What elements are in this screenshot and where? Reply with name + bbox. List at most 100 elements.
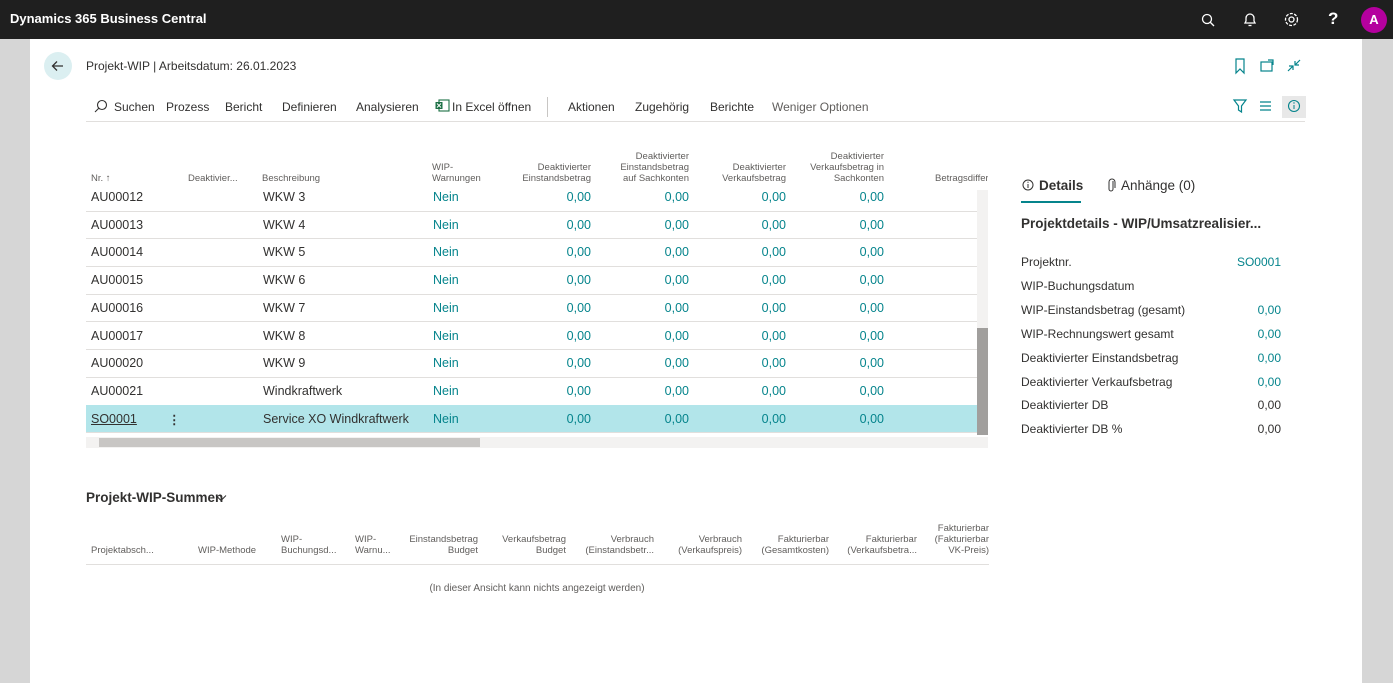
column-header[interactable]: Deaktivierter Einstandsbetrag auf Sachko… xyxy=(620,151,689,184)
column-header[interactable]: Deaktivierter Verkaufsbetrag xyxy=(722,162,786,184)
notification-icon[interactable] xyxy=(1242,11,1258,28)
wip-warning: Nein xyxy=(433,245,459,260)
table-row[interactable]: AU00014 WKW 5 Nein 0,00 0,00 0,00 0,00 xyxy=(86,238,977,268)
column-header[interactable]: Verbrauch (Verkaufspreis) xyxy=(678,534,742,556)
field-label: Projektnr. xyxy=(1021,255,1072,269)
table-row[interactable]: AU00012 WKW 3 Nein 0,00 0,00 0,00 0,00 xyxy=(86,189,977,212)
app-title: Dynamics 365 Business Central xyxy=(10,11,207,26)
description: WKW 7 xyxy=(263,300,306,315)
description: WKW 8 xyxy=(263,328,306,343)
wip-warning: Nein xyxy=(433,383,459,398)
column-header[interactable]: Fakturierbar (Gesamtkosten) xyxy=(761,534,829,556)
factbox-tab[interactable]: Details xyxy=(1039,178,1084,193)
column-header[interactable]: Deaktivierter Verkaufsbetrag in Sachkont… xyxy=(810,151,884,184)
field-label: WIP-Buchungsdatum xyxy=(1021,278,1135,293)
table-row[interactable]: AU00017 WKW 8 Nein 0,00 0,00 0,00 0,00 xyxy=(86,322,977,351)
field-value: 0,00 xyxy=(1257,326,1281,341)
column-header[interactable]: Einstandsbetrag Budget xyxy=(409,534,478,556)
action-button[interactable]: Aktionen xyxy=(568,100,615,114)
job-number[interactable]: AU00020 xyxy=(91,356,144,371)
field-value[interactable]: SO0001 xyxy=(1236,255,1281,269)
horizontal-scrollbar[interactable] xyxy=(86,437,988,448)
action-button[interactable]: Bericht xyxy=(225,100,263,114)
column-header[interactable]: Verkaufsbetrag Budget xyxy=(502,534,566,556)
view-icons xyxy=(1232,96,1306,118)
amount: 0,00 xyxy=(761,356,786,371)
column-header[interactable]: WIP-Methode xyxy=(198,545,257,556)
amount: 0,00 xyxy=(859,300,884,315)
amount: 0,00 xyxy=(664,300,689,315)
collapse-chevron[interactable] xyxy=(215,493,227,503)
column-header[interactable]: Verbrauch (Einstandsbetr... xyxy=(585,534,654,556)
amount: 0,00 xyxy=(761,411,786,426)
action-button[interactable]: Analysieren xyxy=(356,100,419,114)
action-button[interactable]: Prozess xyxy=(166,100,210,114)
job-number[interactable]: SO0001 xyxy=(91,411,137,426)
active-tab-indicator xyxy=(1021,201,1081,203)
amount: 0,00 xyxy=(761,383,786,398)
settings-icon[interactable] xyxy=(1283,11,1300,28)
column-header[interactable]: Nr. ↑ xyxy=(91,173,111,184)
field-label: Deaktivierter DB % xyxy=(1021,422,1123,437)
table-row[interactable]: AU00020 WKW 9 Nein 0,00 0,00 0,00 0,00 xyxy=(86,349,977,378)
action-button[interactable]: Berichte xyxy=(710,100,755,114)
search-icon[interactable] xyxy=(1200,12,1216,28)
column-header[interactable]: WIP- Warnu... xyxy=(355,534,391,556)
job-number[interactable]: AU00013 xyxy=(91,217,144,232)
action-button[interactable]: Suchen xyxy=(114,100,155,114)
summary-table: Projektabsch... WIP-Methode WIP- Buchungsd… xyxy=(86,500,989,565)
column-header[interactable]: Fakturierbar (Fakturierbar VK-Preis) xyxy=(934,523,989,556)
help-icon[interactable]: ? xyxy=(1328,9,1339,28)
vertical-scrollbar[interactable] xyxy=(977,190,988,435)
action-button[interactable]: In Excel öffnen xyxy=(452,100,532,114)
column-header[interactable]: WIP- Warnungen xyxy=(432,162,481,184)
column-header[interactable]: Betragsdifferenz xyxy=(935,173,988,184)
description: WKW 5 xyxy=(263,245,306,260)
amount: 0,00 xyxy=(664,328,689,343)
job-number[interactable]: AU00017 xyxy=(91,328,144,343)
app-bar: Dynamics 365 Business Central ? A xyxy=(0,0,1393,39)
table-row[interactable]: AU00015 WKW 6 Nein 0,00 0,00 0,00 0,00 xyxy=(86,266,977,295)
avatar[interactable]: A xyxy=(1361,7,1387,33)
job-number[interactable]: AU00016 xyxy=(91,300,144,315)
amount: 0,00 xyxy=(761,190,786,204)
part-title[interactable]: Projekt-WIP-Summen xyxy=(86,490,224,505)
description: WKW 6 xyxy=(263,273,306,288)
details-tab-icon xyxy=(1022,179,1034,191)
column-header[interactable]: Fakturierbar (Verkaufsbetra... xyxy=(847,534,917,556)
column-header[interactable]: Deaktivierter Einstandsbetrag xyxy=(522,162,591,184)
amount: 0,00 xyxy=(761,328,786,343)
action-button[interactable]: Zugehörig xyxy=(635,100,690,114)
table-row[interactable]: AU00016 WKW 7 Nein 0,00 0,00 0,00 0,00 xyxy=(86,294,977,323)
amount: 0,00 xyxy=(859,245,884,260)
wip-warning: Nein xyxy=(433,300,459,315)
job-number[interactable]: AU00021 xyxy=(91,383,144,398)
table-row[interactable]: SO0001 ⋮ Service XO Windkraftwerk Nein 0,00 0… xyxy=(86,404,977,434)
column-header[interactable]: Projektabsch... xyxy=(91,545,154,556)
amount: 0,00 xyxy=(859,383,884,398)
column-header[interactable]: Beschreibung xyxy=(262,173,321,184)
amount: 0,00 xyxy=(566,190,591,204)
field-value: 0,00 xyxy=(1257,374,1281,389)
job-number[interactable]: AU00015 xyxy=(91,273,144,288)
amount: 0,00 xyxy=(859,411,884,426)
factbox-tab[interactable]: Anhänge (0) xyxy=(1121,178,1196,193)
amount: 0,00 xyxy=(664,245,689,260)
column-header[interactable]: Deaktivier... xyxy=(188,173,238,184)
row-menu[interactable]: ⋮ xyxy=(168,412,181,427)
description: Windkraftwerk xyxy=(263,383,343,398)
table-row[interactable]: AU00021 Windkraftwerk Nein 0,00 0,00 0,00 0,00 xyxy=(86,377,977,406)
back-button[interactable] xyxy=(44,52,72,80)
job-number[interactable]: AU00012 xyxy=(91,190,144,204)
field-label: WIP-Einstandsbetrag (gesamt) xyxy=(1021,302,1186,317)
action-button[interactable]: Definieren xyxy=(282,100,337,114)
wip-warning: Nein xyxy=(433,273,459,288)
table-row[interactable]: AU00013 WKW 4 Nein 0,00 0,00 0,00 0,00 xyxy=(86,211,977,240)
page-title: Projekt-WIP | Arbeitsdatum: 26.01.2023 xyxy=(86,59,297,73)
amount: 0,00 xyxy=(761,273,786,288)
job-number[interactable]: AU00014 xyxy=(91,245,144,260)
action-button[interactable]: Weniger Optionen xyxy=(772,100,869,114)
column-header[interactable]: WIP- Buchungsd... xyxy=(281,534,337,556)
